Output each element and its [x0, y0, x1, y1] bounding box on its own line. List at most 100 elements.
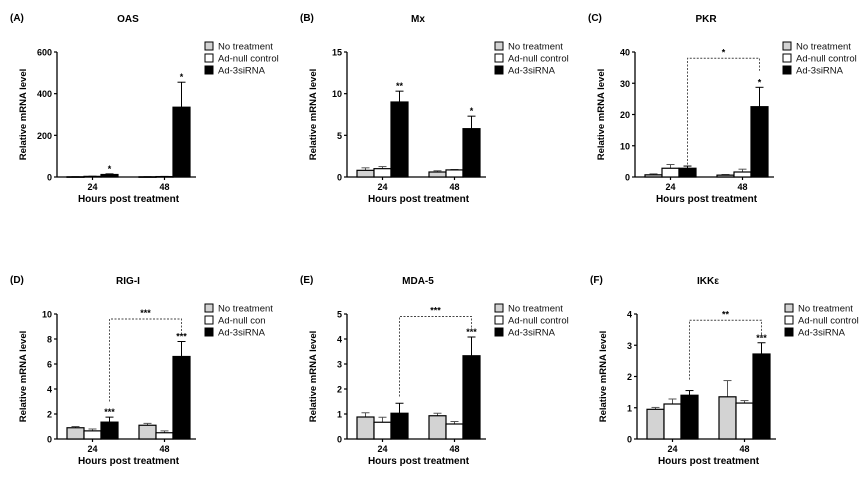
significance-marker: * — [108, 164, 112, 174]
panel-label: (B) — [300, 13, 314, 24]
bar-ad-null-con-48 — [155, 432, 174, 440]
comparison-bracket — [399, 316, 472, 397]
y-tick-label: 3 — [627, 341, 632, 351]
legend-label: No treatment — [218, 42, 273, 53]
panel-label: (F) — [590, 275, 603, 286]
legend-label: Ad-3siRNA — [796, 66, 844, 77]
bar-ad-null-con-24 — [83, 430, 102, 440]
x-axis-label: Hours post treatment — [368, 456, 470, 467]
y-axis-label: Relative mRNA level — [598, 331, 609, 423]
chart-c: (C) PKR 0 10 20 30 40 Relative mRNA level 24 48 Ho… — [588, 13, 857, 205]
comparison-bracket — [689, 319, 762, 380]
legend-label: Ad-null control — [508, 316, 569, 327]
bar-ad-null-control-24 — [663, 403, 682, 440]
bar-ad-null-control-24 — [661, 167, 680, 178]
y-tick-label: 400 — [37, 89, 52, 99]
y-tick-label: 4 — [627, 310, 632, 320]
y-tick-label: 15 — [332, 48, 342, 58]
bar-ad-null-control-24 — [373, 421, 392, 440]
y-tick-label: 3 — [337, 360, 342, 370]
bar-no-treatment-48 — [428, 415, 447, 440]
bar-ad-null-control-48 — [155, 175, 174, 178]
y-tick-label: 10 — [42, 310, 52, 320]
significance-marker: * — [758, 77, 762, 87]
legend-swatch — [784, 327, 794, 337]
bracket-significance-label: *** — [140, 308, 151, 318]
legend-label: No treatment — [508, 42, 563, 53]
legend-label: Ad-3siRNA — [218, 66, 266, 77]
x-tick-label: 48 — [449, 182, 459, 192]
bar-no-treatment-24 — [646, 408, 665, 440]
legend-label: Ad-null control — [796, 54, 857, 65]
bar-no-treatment-24 — [356, 416, 375, 440]
panel-f-ikk-epsilon: (F) IKKε 0 1 2 3 4 Relative mRNA level 24 48 Hours… — [580, 262, 865, 472]
legend-swatch — [494, 303, 504, 313]
x-axis-label: Hours post treatment — [78, 194, 180, 205]
bracket-significance-label: * — [722, 47, 726, 57]
y-tick-label: 8 — [47, 335, 52, 345]
y-tick-label: 0 — [625, 173, 630, 183]
y-tick-label: 0 — [627, 435, 632, 445]
legend-label: Ad-null con — [218, 316, 266, 327]
legend-label: Ad-3siRNA — [508, 328, 556, 339]
legend-label: No treatment — [508, 304, 563, 315]
panel-label: (C) — [588, 13, 602, 24]
legend-swatch — [494, 315, 504, 325]
bar-ad-3sirna-24 — [390, 412, 409, 440]
legend-label: Ad-null control — [508, 54, 569, 65]
panel-b-mx: (B) Mx 0 5 10 15 Relative mRNA level 24 48 Hours … — [290, 0, 580, 210]
y-tick-label: 2 — [337, 385, 342, 395]
y-tick-label: 0 — [337, 435, 342, 445]
bar-ad-3sirna-48 — [172, 106, 191, 178]
legend-swatch — [204, 327, 214, 337]
comparison-bracket — [109, 318, 182, 402]
bracket-significance-label: *** — [430, 306, 441, 316]
x-tick-label: 48 — [159, 182, 169, 192]
chart-b: (B) Mx 0 5 10 15 Relative mRNA level 24 48 Hours … — [300, 13, 569, 205]
chart-title: IKKε — [697, 276, 719, 287]
bar-no-treatment-48 — [138, 424, 157, 440]
legend-label: Ad-3siRNA — [798, 328, 846, 339]
bar-ad-null-control-48 — [445, 423, 464, 440]
legend-swatch — [784, 303, 794, 313]
bar-ad-null-control-24 — [373, 168, 392, 178]
legend-label: Ad-null control — [218, 54, 279, 65]
legend-swatch — [204, 315, 214, 325]
panel-d-rig-i: (D) RIG-I 0 2 4 6 8 10 Relative mRNA level 24 48 Ho… — [0, 262, 290, 472]
y-tick-label: 40 — [620, 48, 630, 58]
legend-swatch — [782, 41, 792, 51]
comparison-bracket — [687, 57, 760, 165]
y-tick-label: 0 — [337, 173, 342, 183]
bar-ad-null-control-48 — [445, 169, 464, 178]
significance-marker: *** — [104, 407, 115, 417]
bar-ad-3sirna-48 — [752, 353, 771, 440]
legend-label: No treatment — [796, 42, 851, 53]
panel-e-mda-5: (E) MDA-5 0 1 2 3 4 5 Relative mRNA level 24 48 Hou… — [290, 262, 580, 472]
chart-title: Mx — [411, 14, 425, 25]
bar-no-treatment-48 — [718, 396, 737, 440]
y-tick-label: 4 — [47, 385, 52, 395]
significance-marker: *** — [466, 327, 477, 337]
legend-swatch — [782, 65, 792, 75]
legend-swatch — [494, 327, 504, 337]
x-axis-label: Hours post treatment — [658, 456, 760, 467]
legend-label: No treatment — [798, 304, 853, 315]
chart-title: PKR — [695, 14, 717, 25]
legend-label: Ad-3siRNA — [218, 328, 266, 339]
y-tick-label: 200 — [37, 131, 52, 141]
y-tick-label: 2 — [47, 410, 52, 420]
bar-ad-3sirna-48 — [172, 355, 191, 440]
legend-swatch — [784, 315, 794, 325]
y-tick-label: 1 — [627, 403, 632, 413]
y-tick-label: 6 — [47, 360, 52, 370]
legend-swatch — [204, 65, 214, 75]
legend-swatch — [494, 41, 504, 51]
y-tick-label: 0 — [47, 435, 52, 445]
bar-no-treatment-24 — [66, 176, 85, 178]
significance-marker: *** — [176, 332, 187, 342]
x-tick-label: 48 — [159, 444, 169, 454]
significance-marker: ** — [396, 81, 404, 91]
x-tick-label: 24 — [665, 182, 675, 192]
bar-ad-3sirna-24 — [100, 173, 119, 178]
y-tick-label: 4 — [337, 335, 342, 345]
